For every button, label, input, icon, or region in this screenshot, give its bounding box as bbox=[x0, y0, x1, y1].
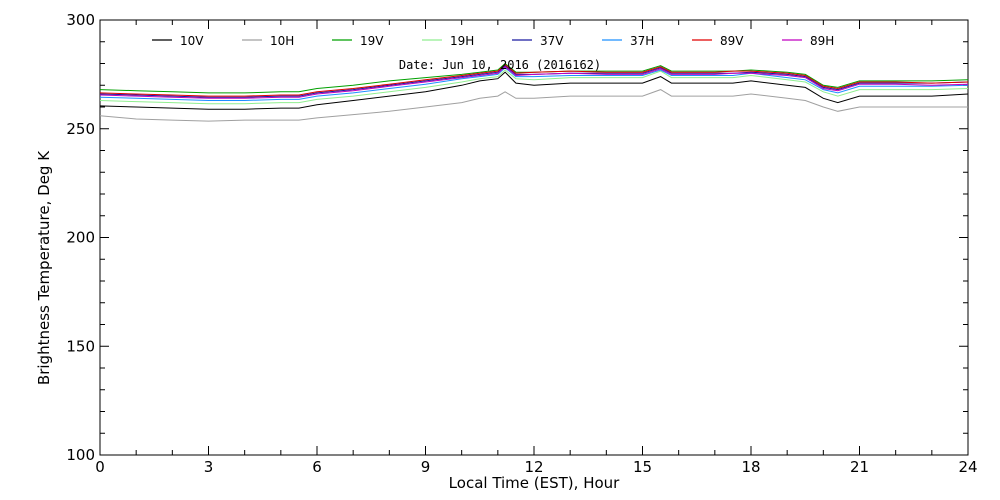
legend-label-37h: 37H bbox=[630, 34, 654, 48]
y-tick-label: 250 bbox=[66, 120, 95, 138]
legend-label-37v: 37V bbox=[540, 34, 564, 48]
x-axis-title: Local Time (EST), Hour bbox=[449, 474, 620, 492]
axis-ticks bbox=[99, 19, 969, 456]
y-tick-label: 150 bbox=[66, 337, 95, 355]
series-line-10v bbox=[99, 71, 969, 110]
series-line-89h bbox=[99, 66, 969, 99]
series-line-19h bbox=[99, 69, 969, 105]
legend-label-10v: 10V bbox=[180, 34, 204, 48]
legend-label-89v: 89V bbox=[720, 34, 744, 48]
x-tick-label: 18 bbox=[741, 458, 760, 476]
legend: 10V 10H 19V 19H 37V 37H 89V 89H bbox=[152, 34, 834, 48]
axis-tick-labels: 0 3 6 9 12 15 18 21 24 100 150 200 250 300 bbox=[66, 11, 977, 476]
x-tick-label: 3 bbox=[204, 458, 214, 476]
x-tick-label: 24 bbox=[958, 458, 977, 476]
x-tick-label: 9 bbox=[421, 458, 431, 476]
x-tick-label: 0 bbox=[95, 458, 105, 476]
y-tick-label: 100 bbox=[66, 446, 95, 464]
x-tick-label: 12 bbox=[524, 458, 543, 476]
legend-label-89h: 89H bbox=[810, 34, 834, 48]
x-tick-label: 21 bbox=[850, 458, 869, 476]
series-lines bbox=[99, 62, 969, 122]
series-line-37h bbox=[99, 67, 969, 101]
y-axis-title: Brightness Temperature, Deg K bbox=[35, 150, 53, 385]
date-annotation: Date: Jun 10, 2016 (2016162) bbox=[399, 58, 601, 72]
y-tick-label: 200 bbox=[66, 229, 95, 247]
series-line-89v bbox=[99, 63, 969, 97]
x-tick-label: 15 bbox=[633, 458, 652, 476]
legend-label-19h: 19H bbox=[450, 34, 474, 48]
legend-label-10h: 10H bbox=[270, 34, 294, 48]
y-tick-label: 300 bbox=[66, 11, 95, 29]
series-line-10h bbox=[99, 89, 968, 122]
legend-label-19v: 19V bbox=[360, 34, 384, 48]
x-tick-label: 6 bbox=[312, 458, 322, 476]
